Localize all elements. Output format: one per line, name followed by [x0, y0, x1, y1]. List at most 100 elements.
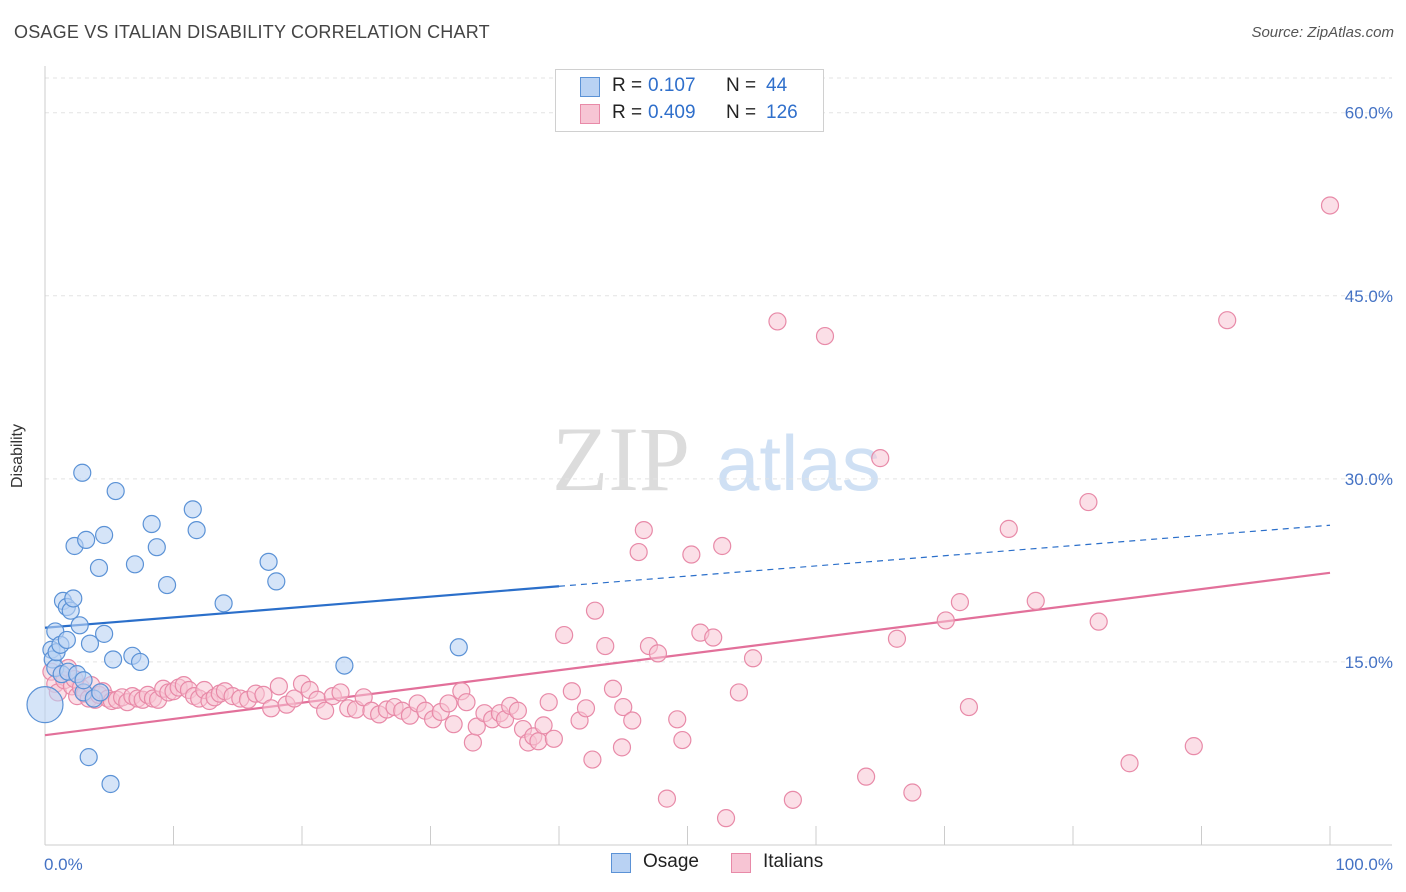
italians-point	[614, 697, 633, 717]
italians-point	[673, 730, 692, 750]
italians-point	[463, 733, 483, 752]
legend-swatch-italians	[580, 104, 600, 124]
italians-point	[713, 536, 732, 556]
italians-point	[783, 790, 802, 809]
italians-point	[682, 545, 701, 564]
italians-point	[716, 809, 736, 828]
y-tick-label: 30.0%	[1345, 470, 1393, 489]
osage-point	[95, 525, 114, 545]
italians-point	[1184, 737, 1203, 756]
trend-lines	[44, 524, 1331, 737]
osage-point	[130, 652, 150, 672]
bottom-legend-swatch-osage	[611, 853, 631, 873]
italians-point	[576, 699, 596, 718]
italians-point	[529, 732, 548, 751]
osage-point	[449, 638, 468, 657]
italians-point	[544, 729, 563, 748]
osage-point	[106, 481, 125, 501]
italians-point	[603, 679, 623, 698]
data-points	[26, 196, 1340, 828]
osage-point	[89, 558, 109, 578]
italians-point	[903, 783, 922, 802]
italians-point	[959, 697, 979, 717]
italians-point	[1120, 754, 1139, 773]
osage-point	[95, 624, 114, 643]
osage-point	[157, 575, 177, 595]
osage-point	[187, 521, 206, 540]
italians-point	[1320, 196, 1340, 215]
bottom-legend-label-italians: Italians	[763, 851, 824, 872]
osage-point	[70, 616, 89, 635]
italians-point	[871, 449, 890, 468]
italians-point	[331, 683, 350, 702]
tick-labels: 15.0% 30.0% 45.0% 60.0% 0.0% 100.0%	[44, 104, 1393, 874]
italians-point	[269, 677, 288, 696]
italians-point	[1079, 492, 1098, 512]
y-tick-label: 15.0%	[1345, 653, 1393, 672]
italians-point	[254, 685, 273, 704]
italians-point	[999, 519, 1018, 538]
italians-point	[316, 701, 335, 720]
trend-line-italians	[44, 571, 1331, 737]
y-tick-label: 60.0%	[1345, 104, 1393, 123]
italians-point	[539, 693, 558, 712]
italians-point	[743, 649, 763, 668]
legend: R = 0.107 N = 44 R = 0.409 N = 126	[555, 69, 824, 132]
osage-point	[64, 589, 83, 608]
italians-point	[596, 636, 615, 656]
italians-point	[467, 717, 486, 736]
italians-point	[657, 789, 677, 808]
italians-point	[668, 710, 687, 729]
italians-point	[815, 326, 835, 346]
osage-point	[259, 552, 278, 571]
y-tick-label: 45.0%	[1345, 287, 1393, 306]
osage-point	[125, 555, 145, 574]
osage-point	[147, 538, 166, 557]
italians-point	[285, 689, 304, 708]
osage-point	[335, 656, 354, 675]
italians-point	[704, 628, 723, 647]
italians-point	[439, 694, 458, 713]
osage-point	[73, 463, 92, 482]
italians-point	[444, 715, 463, 734]
italians-point	[555, 625, 574, 645]
legend-r-label: R =	[612, 102, 643, 123]
italians-point	[1218, 311, 1237, 330]
osage-point	[57, 630, 76, 650]
italians-point	[508, 701, 527, 720]
osage-point	[80, 634, 100, 653]
italians-point	[629, 542, 648, 562]
trend-line-osage	[44, 585, 560, 629]
osage-point	[101, 774, 120, 794]
italians-point	[857, 767, 876, 786]
italians-point	[262, 699, 281, 718]
x-tick-label-end: 100.0%	[1335, 855, 1393, 874]
osage-point	[104, 650, 123, 669]
italians-point	[1026, 591, 1045, 611]
italians-point	[562, 682, 581, 701]
italians-point	[729, 683, 749, 702]
legend-n-label: N =	[726, 75, 757, 96]
osage-point	[91, 683, 110, 702]
x-tick-label-start: 0.0%	[44, 855, 83, 874]
chart-title: OSAGE VS ITALIAN DISABILITY CORRELATION …	[14, 22, 490, 42]
chart-source: Source: ZipAtlas.com	[1251, 24, 1394, 41]
trend-line-osage-extension	[558, 524, 1331, 587]
legend-n-label: N =	[726, 102, 757, 123]
italians-point	[887, 629, 907, 648]
bottom-legend-label-osage: Osage	[643, 851, 699, 872]
osage-point	[26, 686, 64, 724]
legend-n-value-osage: 44	[766, 75, 788, 96]
osage-point	[142, 514, 161, 534]
osage-point	[74, 671, 93, 690]
osage-point	[79, 748, 98, 767]
legend-r-value-osage: 0.107	[648, 75, 696, 96]
italians-point	[585, 601, 605, 620]
italians-point	[936, 611, 955, 630]
italians-point	[354, 688, 373, 707]
watermark-zip: ZIP	[552, 408, 690, 510]
osage-point	[77, 530, 96, 549]
italians-point	[768, 312, 787, 331]
italians-point	[583, 750, 602, 769]
legend-r-value-italians: 0.409	[648, 102, 696, 123]
